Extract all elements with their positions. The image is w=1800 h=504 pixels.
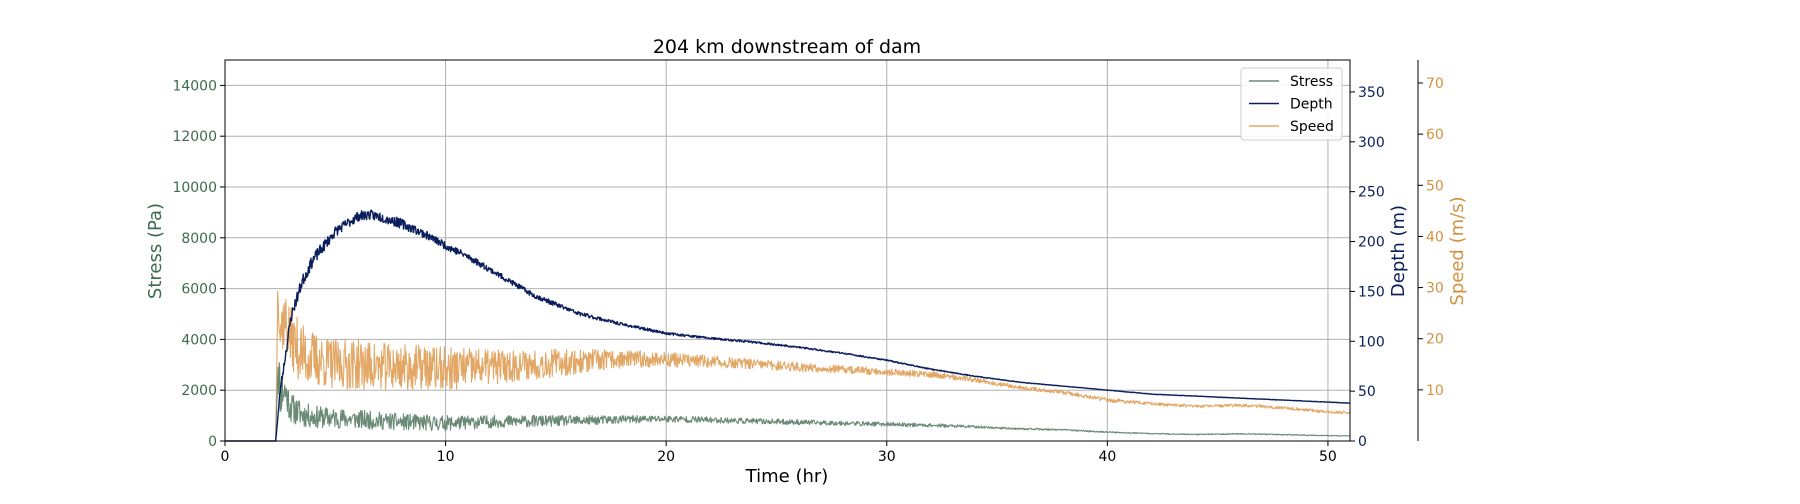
y-tick-label-depth: 100 xyxy=(1358,334,1385,350)
legend-label-depth: Depth xyxy=(1290,97,1333,113)
y-tick-label-depth: 300 xyxy=(1358,135,1385,151)
y-tick-label-stress: 2000 xyxy=(181,383,217,399)
y-tick-label-speed: 30 xyxy=(1426,281,1444,297)
y-tick-label-stress: 8000 xyxy=(181,231,217,247)
y-tick-label-speed: 20 xyxy=(1426,332,1444,348)
y-axis-label-speed: Speed (m/s) xyxy=(1447,196,1468,305)
legend-box xyxy=(1240,67,1343,141)
x-axis-label: Time (hr) xyxy=(745,466,829,487)
y-tick-label-depth: 350 xyxy=(1358,85,1385,101)
chart-title: 204 km downstream of dam xyxy=(653,36,921,58)
y-tick-label-depth: 0 xyxy=(1358,434,1367,450)
x-axis: 0 10 20 30 40 50 xyxy=(221,441,1337,465)
y-tick-label-speed: 40 xyxy=(1426,229,1444,245)
plot-frame xyxy=(224,59,1351,442)
legend-label-stress: Stress xyxy=(1290,74,1333,90)
x-tick-label: 30 xyxy=(878,449,896,465)
series-line-depth xyxy=(224,209,1351,442)
y-tick-label-speed: 10 xyxy=(1426,383,1444,399)
y-tick-label-speed: 70 xyxy=(1426,76,1444,92)
y-tick-label-stress: 4000 xyxy=(181,332,217,348)
x-tick-label: 20 xyxy=(657,449,675,465)
x-tick-label: 50 xyxy=(1319,449,1337,465)
x-tick-label: 0 xyxy=(221,449,230,465)
y-axis-depth: 0 50 100 150 200 250 300 350 xyxy=(1350,85,1385,450)
y-tick-label-stress: 12000 xyxy=(172,129,217,145)
y-tick-label-stress: 14000 xyxy=(172,78,217,94)
y-tick-label-depth: 200 xyxy=(1358,235,1385,251)
grid xyxy=(224,60,1350,442)
y-tick-label-depth: 150 xyxy=(1358,284,1385,300)
y-tick-label-speed: 60 xyxy=(1426,127,1444,143)
y-tick-label-speed: 50 xyxy=(1426,178,1444,194)
x-tick-label: 40 xyxy=(1098,449,1116,465)
y-axis-label-depth: Depth (m) xyxy=(1388,205,1409,297)
y-tick-label-depth: 50 xyxy=(1358,384,1376,400)
y-tick-label-depth: 250 xyxy=(1358,185,1385,201)
legend: Stress Depth Speed xyxy=(1240,67,1343,141)
y-axis-label-stress: Stress (Pa) xyxy=(145,203,166,299)
y-tick-label-stress: 6000 xyxy=(181,282,217,298)
y-axis-stress: 0 2000 4000 6000 8000 10000 12000 14000 xyxy=(172,78,225,450)
x-tick-label: 10 xyxy=(437,449,455,465)
series-line-stress xyxy=(224,362,1351,442)
series-line-speed xyxy=(224,290,1351,442)
series-layer xyxy=(224,209,1351,442)
y-tick-label-stress: 0 xyxy=(208,434,217,450)
y-tick-label-stress: 10000 xyxy=(172,180,217,196)
y-axis-speed: 10 20 30 40 50 60 70 xyxy=(1417,60,1444,441)
legend-label-speed: Speed xyxy=(1290,119,1334,135)
